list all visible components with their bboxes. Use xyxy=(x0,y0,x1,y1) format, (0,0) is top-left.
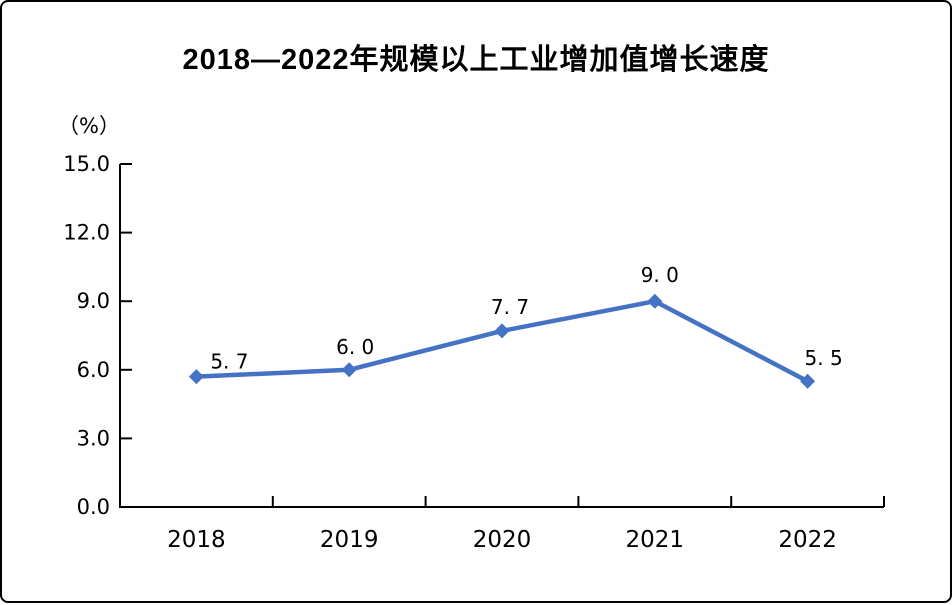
chart-title: 2018—2022年规模以上工业增加值增长速度 xyxy=(182,44,770,76)
data-point-marker xyxy=(800,373,816,389)
data-point-label: 6. 0 xyxy=(336,335,374,359)
data-point-marker xyxy=(494,323,510,339)
data-point-label: 5. 7 xyxy=(210,350,248,374)
y-axis-tick-label: 3.0 xyxy=(77,426,110,450)
data-point-marker xyxy=(341,362,357,378)
x-axis-label: 2021 xyxy=(626,527,685,553)
y-axis-tick-label: 0.0 xyxy=(77,495,110,519)
y-axis-tick-label: 12.0 xyxy=(63,221,110,245)
axis-lines xyxy=(119,164,884,508)
data-point-label: 5. 5 xyxy=(805,346,843,370)
y-axis-unit-label: （%） xyxy=(58,114,120,138)
data-point-label: 7. 7 xyxy=(491,295,529,319)
data-point-marker xyxy=(188,369,204,385)
y-axis-tick-label: 9.0 xyxy=(77,289,110,313)
x-axis-label: 2018 xyxy=(167,527,226,553)
y-axis-tick-label: 15.0 xyxy=(63,152,110,176)
data-point-marker xyxy=(647,293,663,309)
y-axis-tick-label: 6.0 xyxy=(77,358,110,382)
x-axis-label: 2022 xyxy=(778,527,837,553)
x-axis-label: 2019 xyxy=(320,527,379,553)
data-point-label: 9. 0 xyxy=(641,263,679,287)
x-axis-label: 2020 xyxy=(473,527,532,553)
